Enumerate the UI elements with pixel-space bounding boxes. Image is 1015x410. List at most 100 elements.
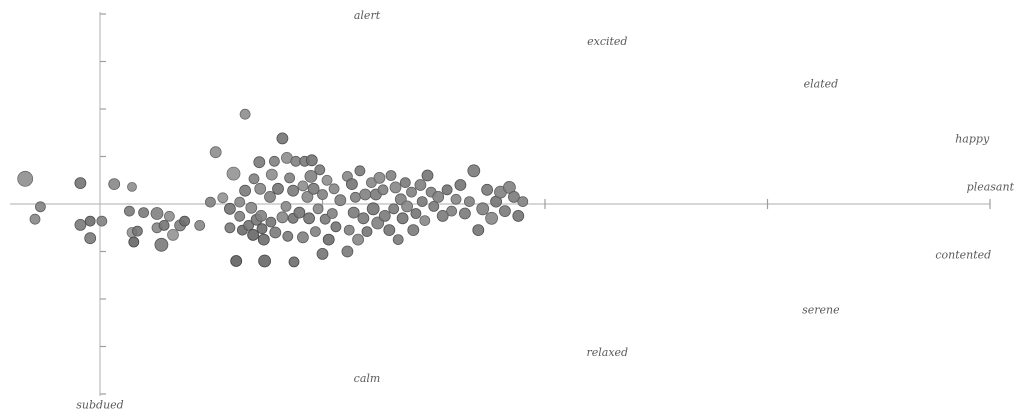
- data-point: [224, 222, 236, 234]
- data-point: [256, 223, 268, 235]
- data-point: [343, 224, 355, 236]
- data-point: [297, 180, 309, 192]
- data-point: [378, 209, 391, 222]
- data-point: [167, 228, 179, 241]
- data-point: [296, 231, 309, 244]
- data-point: [234, 196, 246, 208]
- data-point: [366, 202, 380, 216]
- data-point: [131, 225, 143, 237]
- data-point: [419, 215, 431, 227]
- mood-label-relaxed: relaxed: [586, 346, 628, 359]
- data-point: [264, 190, 276, 203]
- data-point: [326, 208, 338, 219]
- data-point: [330, 221, 342, 233]
- data-point: [74, 218, 87, 231]
- data-point: [268, 155, 280, 167]
- data-point: [383, 224, 396, 237]
- data-point: [517, 196, 529, 208]
- data-point: [35, 201, 46, 213]
- data-point: [388, 203, 400, 215]
- data-point: [163, 210, 175, 222]
- data-point: [280, 200, 292, 212]
- data-point: [272, 182, 284, 195]
- data-point: [347, 206, 360, 219]
- data-point: [276, 132, 289, 145]
- mood-label-calm: calm: [354, 372, 381, 385]
- data-point: [234, 210, 246, 222]
- data-point: [450, 193, 462, 205]
- data-point: [316, 247, 329, 260]
- data-point: [84, 215, 96, 227]
- data-point: [317, 189, 328, 200]
- data-point: [253, 156, 266, 169]
- data-point: [209, 146, 222, 159]
- data-point: [428, 200, 440, 212]
- data-point: [265, 168, 278, 181]
- data-point: [321, 174, 333, 186]
- data-point: [223, 202, 236, 215]
- data-point: [341, 245, 354, 258]
- data-point: [498, 205, 511, 218]
- data-point: [17, 170, 34, 187]
- data-point: [407, 224, 420, 237]
- data-point: [357, 212, 370, 225]
- data-point: [441, 184, 453, 196]
- data-point: [508, 190, 520, 203]
- data-point: [414, 179, 427, 191]
- data-point: [257, 233, 270, 246]
- data-point: [406, 186, 417, 198]
- data-point: [373, 171, 386, 184]
- data-point: [127, 181, 137, 192]
- data-point: [432, 190, 445, 203]
- data-point: [512, 209, 525, 222]
- data-point: [389, 181, 402, 194]
- data-point: [194, 219, 206, 231]
- data-point: [284, 172, 296, 184]
- data-point: [138, 207, 150, 219]
- data-point: [128, 236, 140, 248]
- data-point: [314, 164, 326, 176]
- data-point: [239, 108, 251, 120]
- data-point: [396, 212, 409, 225]
- data-point: [247, 228, 260, 241]
- data-point: [421, 169, 434, 182]
- data-point: [312, 203, 324, 215]
- data-point: [352, 233, 365, 246]
- data-point: [84, 232, 97, 245]
- mood-label-subdued: subdued: [76, 398, 123, 410]
- data-point: [123, 205, 135, 217]
- data-point: [349, 191, 361, 203]
- data-point: [258, 254, 272, 268]
- data-point: [254, 182, 267, 195]
- data-point: [74, 177, 87, 190]
- data-point: [269, 226, 282, 239]
- data-point: [96, 215, 108, 227]
- data-point: [287, 184, 300, 197]
- mood-label-alert: alert: [354, 9, 381, 22]
- data-point: [472, 224, 485, 237]
- data-point: [108, 178, 121, 191]
- data-point: [354, 165, 366, 177]
- data-point: [255, 209, 268, 222]
- mood-labels: alert excited elated happy pleasant contented…: [76, 9, 1014, 410]
- data-point: [304, 169, 318, 183]
- data-point: [392, 234, 404, 246]
- data-point: [319, 213, 331, 225]
- data-point: [410, 208, 422, 219]
- data-point: [467, 164, 481, 178]
- data-point: [328, 183, 340, 195]
- data-point: [265, 216, 277, 228]
- data-point: [385, 170, 397, 181]
- data-point: [485, 211, 499, 225]
- data-point: [481, 183, 494, 196]
- data-point: [230, 255, 243, 267]
- data-point: [293, 206, 306, 219]
- data-point: [239, 184, 252, 197]
- data-point: [154, 237, 169, 252]
- data-point: [29, 213, 41, 225]
- data-point: [361, 226, 373, 238]
- data-point: [179, 215, 191, 227]
- data-point: [334, 194, 347, 207]
- data-point: [282, 230, 294, 242]
